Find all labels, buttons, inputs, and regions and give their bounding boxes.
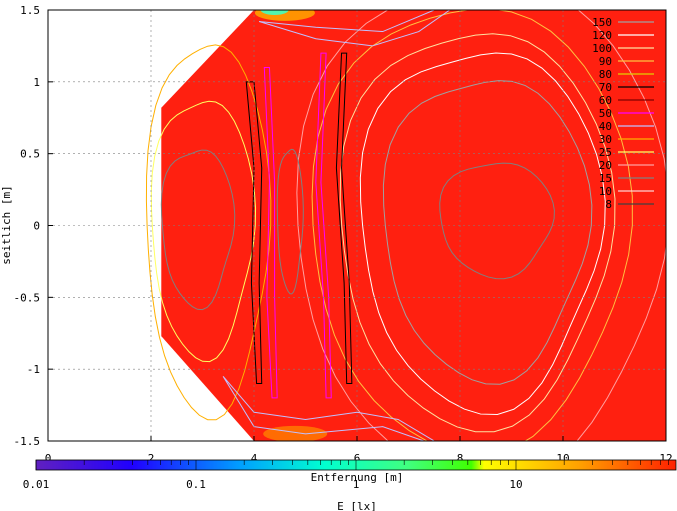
contour-line [150,100,257,363]
contour-line [359,52,606,415]
y-tick-label: -0.5 [14,291,41,304]
legend-label: 80 [599,68,612,81]
y-tick-label: 1 [33,76,40,89]
contour-line [439,162,555,280]
colorbar-tick-label: 0.01 [23,478,50,491]
legend-label: 10 [599,185,612,198]
colorbar-tick-label: 0.1 [186,478,206,491]
x-tick-label: 4 [251,452,258,465]
legend-label: 150 [592,16,612,29]
field-hotspot [260,10,289,15]
legend-label: 70 [599,81,612,94]
legend-label: 8 [605,198,612,211]
x-tick-label: 6 [354,452,361,465]
contour-line [276,148,304,295]
legend-label: 90 [599,55,612,68]
y-tick-label: -1.5 [14,435,41,448]
field-hotspot [263,425,328,441]
contour-line [145,44,272,421]
legend-label: 100 [592,42,612,55]
contour-line [160,149,236,311]
contour-line [315,52,332,399]
contour-line [263,66,278,399]
legend-label: 15 [599,172,612,185]
legend-label: 20 [599,159,612,172]
colorbar-tick-label: 10 [509,478,522,491]
contour-line [296,10,666,441]
legend-label: 50 [599,107,612,120]
contour-line [335,52,353,385]
legend-label: 25 [599,146,612,159]
y-tick-label: 0.5 [20,148,40,161]
y-tick-label: 0 [33,220,40,233]
colorbar-label: E [lx] [337,500,377,511]
y-tick-label: -1 [27,363,40,376]
x-tick-label: 8 [457,452,464,465]
contour-line [382,80,593,385]
x-tick-label: 2 [148,452,155,465]
contour-line [222,376,436,441]
y-tick-label: 1.5 [20,4,40,17]
contour-line [259,10,451,47]
x-axis-label: Entfernung [m] [311,471,404,484]
legend-label: 60 [599,94,612,107]
contour-line [339,33,616,433]
contour-line [245,81,263,385]
legend-label: 40 [599,120,612,133]
y-axis-label: seitlich [m] [0,185,13,264]
x-tick-label: 0 [45,452,52,465]
legend-label: 120 [592,29,612,42]
colorbar-tick-label: 1 [353,478,360,491]
legend-label: 30 [599,133,612,146]
